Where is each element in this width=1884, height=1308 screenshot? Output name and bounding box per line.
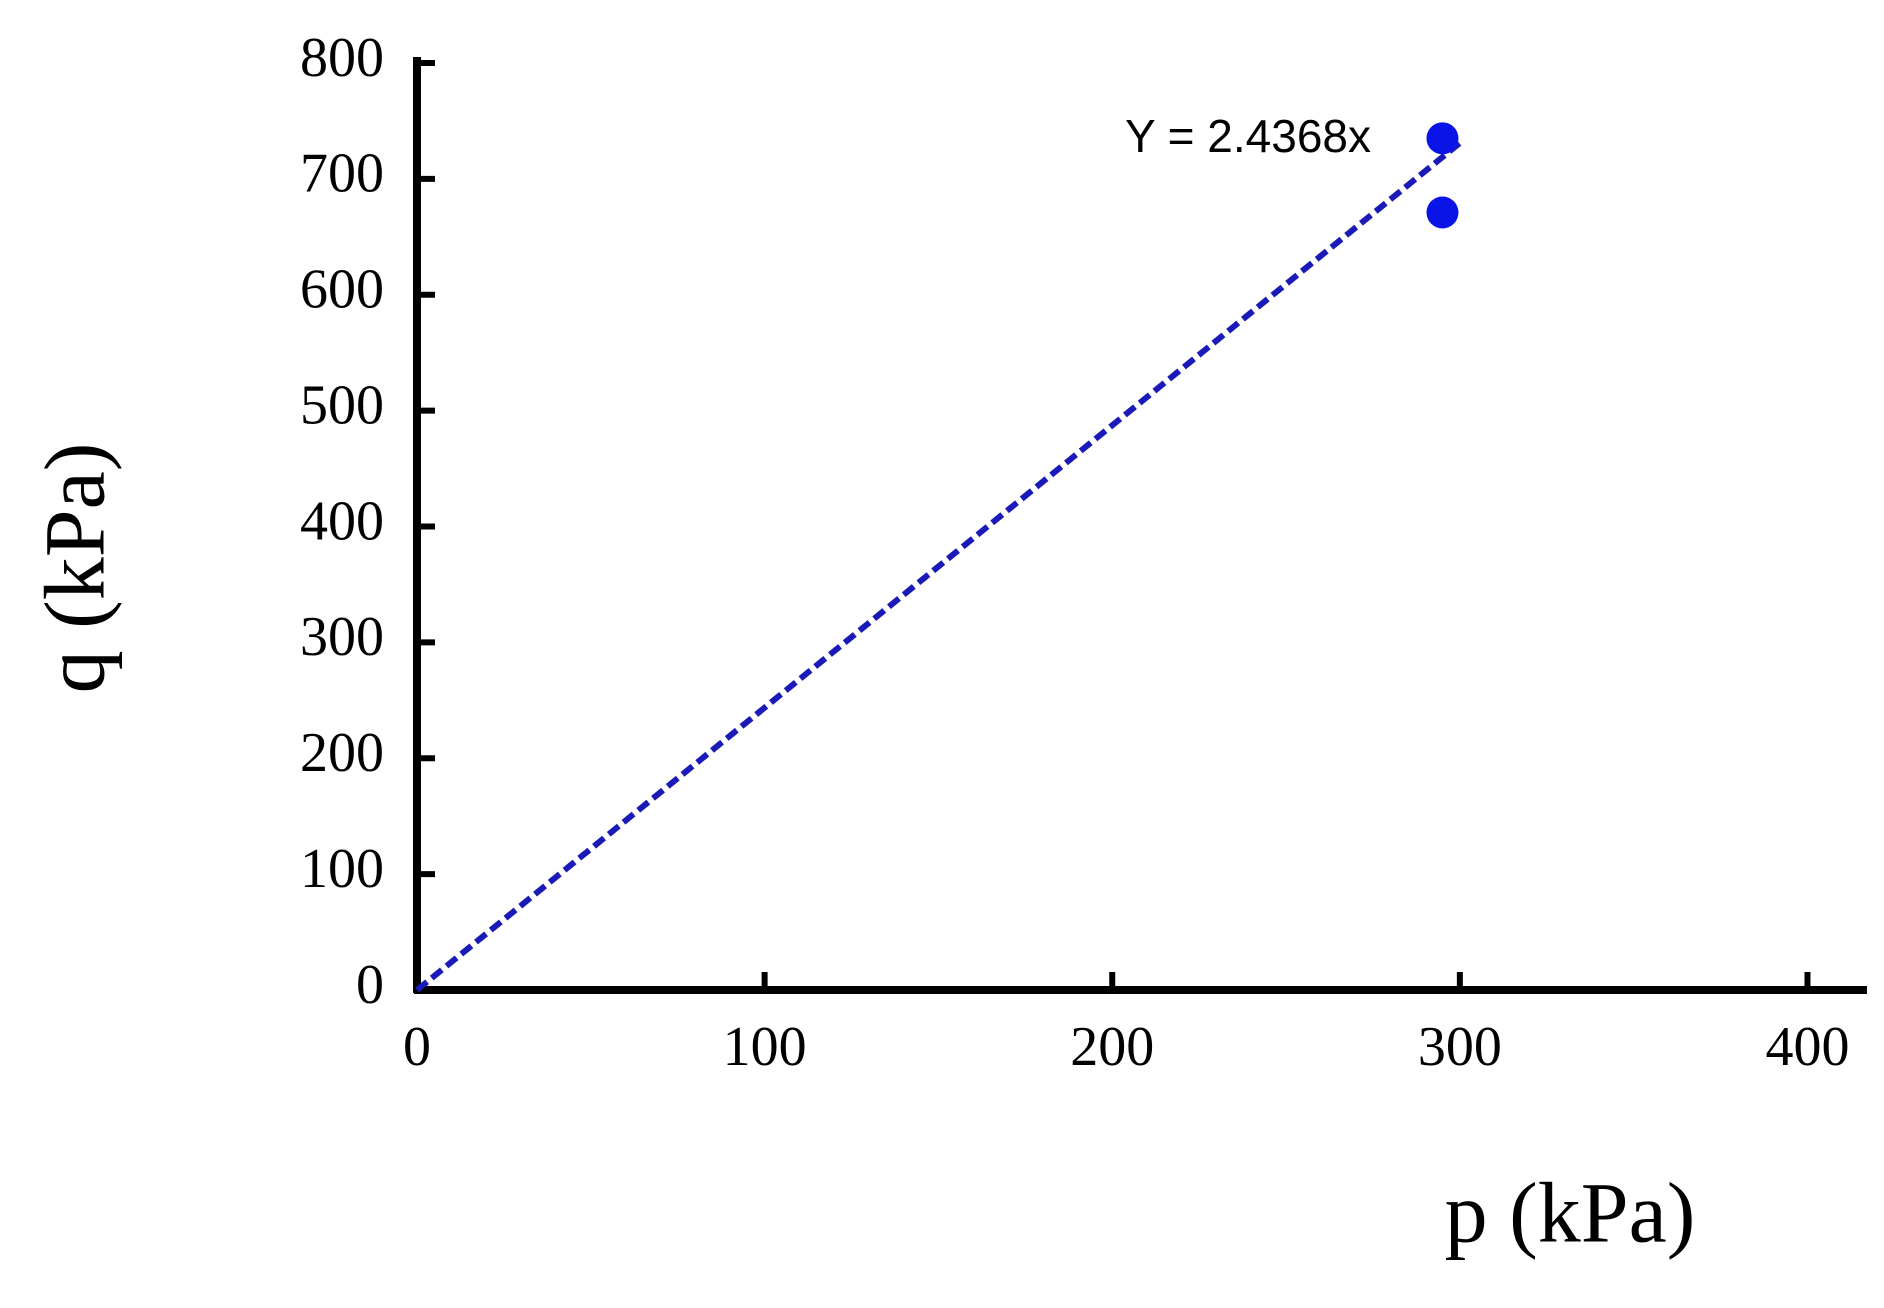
x-tick-label: 100	[723, 1016, 807, 1078]
y-tick-label: 600	[300, 259, 384, 321]
x-tick-label: 0	[403, 1016, 431, 1078]
annotation: Y = 2.4368x	[1125, 110, 1371, 162]
data-point	[1426, 196, 1459, 229]
x-tick-label: 300	[1418, 1016, 1502, 1078]
y-tick-label: 300	[300, 606, 384, 668]
data-point	[1426, 122, 1459, 155]
x-tick-label: 400	[1765, 1016, 1849, 1078]
y-axis-title: q (kPa)	[27, 443, 123, 694]
y-tick-label: 700	[300, 143, 384, 205]
y-tick-label: 800	[300, 27, 384, 89]
y-tick-label: 0	[356, 954, 384, 1016]
y-tick-label: 500	[300, 374, 384, 436]
y-tick-label: 200	[300, 722, 384, 784]
y-tick-label: 100	[300, 838, 384, 900]
y-tick-label: 400	[300, 490, 384, 552]
x-axis-title: p (kPa)	[1445, 1165, 1696, 1261]
trend-line	[415, 140, 1462, 993]
x-tick-label: 200	[1070, 1016, 1154, 1078]
